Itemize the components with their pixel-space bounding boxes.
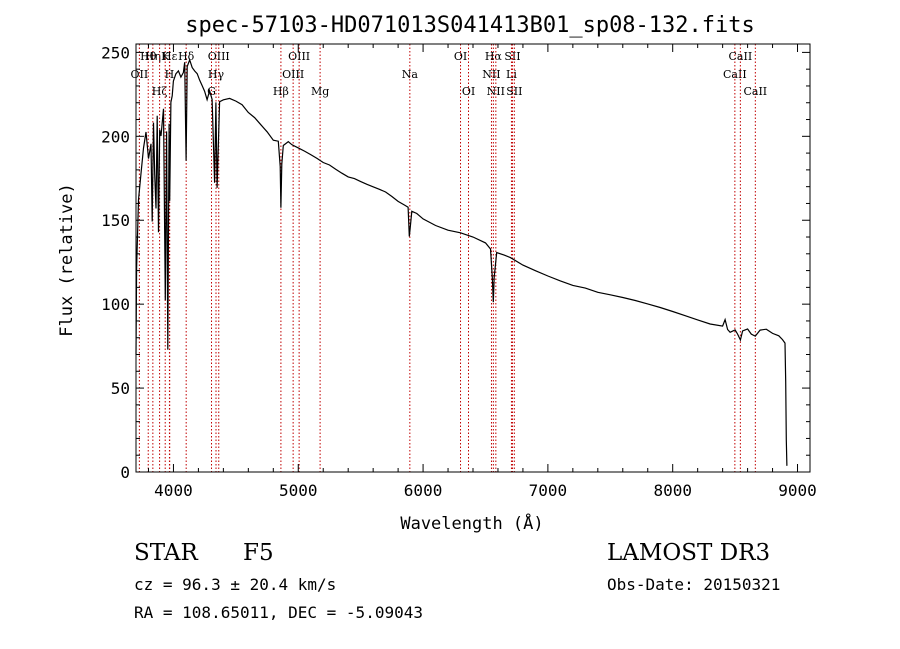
spectral-line-label: Hη bbox=[145, 50, 161, 63]
x-tick-label: 4000 bbox=[154, 481, 193, 500]
object-subclass: F5 bbox=[243, 540, 274, 566]
y-tick-label: 0 bbox=[120, 463, 130, 482]
redshift-text: cz = 96.3 ± 20.4 km/s bbox=[134, 575, 337, 594]
spectral-line-label: OIII bbox=[208, 50, 230, 63]
spectral-line-label: NII bbox=[482, 68, 500, 81]
chart-title: spec-57103-HD071013S041413B01_sp08-132.f… bbox=[185, 13, 755, 38]
axes: 4000 5000 6000 7000 8000 9000 0 50 100 150 200 250 bbox=[101, 43, 817, 500]
x-tick-label: 9000 bbox=[778, 481, 817, 500]
y-tick-label: 150 bbox=[101, 211, 130, 230]
spectral-line-label: H bbox=[165, 68, 175, 81]
x-tick-label: 7000 bbox=[529, 481, 568, 500]
survey-name: LAMOST DR3 bbox=[607, 540, 771, 566]
spectral-line-label: NII bbox=[487, 85, 505, 98]
x-axis-label: Wavelength (Å) bbox=[400, 512, 543, 534]
spectral-line-label: OII bbox=[131, 68, 149, 81]
spectral-line-label: OIII bbox=[288, 50, 310, 63]
x-tick-label: 8000 bbox=[653, 481, 692, 500]
obs-date: Obs-Date: 20150321 bbox=[607, 575, 781, 594]
spectrum-series bbox=[135, 58, 788, 466]
y-tick-label: 100 bbox=[101, 295, 130, 314]
spectral-line-label: K bbox=[161, 50, 170, 63]
spectral-line-label: CaII bbox=[729, 50, 753, 63]
spectral-line-label: OI bbox=[462, 85, 475, 98]
object-class: STAR bbox=[134, 540, 198, 566]
spectral-line-label: SII bbox=[506, 85, 522, 98]
y-axis-label: Flux (relative) bbox=[57, 183, 77, 337]
spectral-line-label: Hε bbox=[162, 50, 178, 63]
spectral-line-label: Hθ bbox=[140, 50, 157, 63]
spectral-line-label: CaII bbox=[723, 68, 747, 81]
y-tick-label: 200 bbox=[101, 127, 130, 146]
spectral-line-label: Hγ bbox=[208, 68, 225, 81]
spectral-line-label: OIII bbox=[282, 68, 304, 81]
spectral-line-label: OI bbox=[454, 50, 467, 63]
spectral-line-label: Hδ bbox=[178, 50, 195, 63]
spectral-line-label: SII bbox=[504, 50, 520, 63]
spectrum-layer bbox=[135, 58, 788, 466]
x-tick-label: 6000 bbox=[404, 481, 443, 500]
spectral-line-label: Mg bbox=[311, 85, 329, 98]
x-tick-label: 5000 bbox=[279, 481, 318, 500]
spectral-line-label: G bbox=[207, 85, 216, 98]
spectral-line-label: CaII bbox=[743, 85, 767, 98]
spectral-line-label: Na bbox=[402, 68, 419, 81]
coordinates: RA = 108.65011, DEC = -5.09043 bbox=[134, 603, 423, 622]
y-tick-label: 50 bbox=[111, 379, 130, 398]
spectral-line-label: Li bbox=[506, 68, 517, 81]
plot-frame bbox=[135, 43, 811, 473]
spectral-line-label: Hα bbox=[485, 50, 503, 63]
spectral-line-label: Hζ bbox=[152, 85, 168, 98]
spectral-line-label: Hβ bbox=[273, 85, 289, 98]
y-tick-label: 250 bbox=[101, 43, 130, 62]
